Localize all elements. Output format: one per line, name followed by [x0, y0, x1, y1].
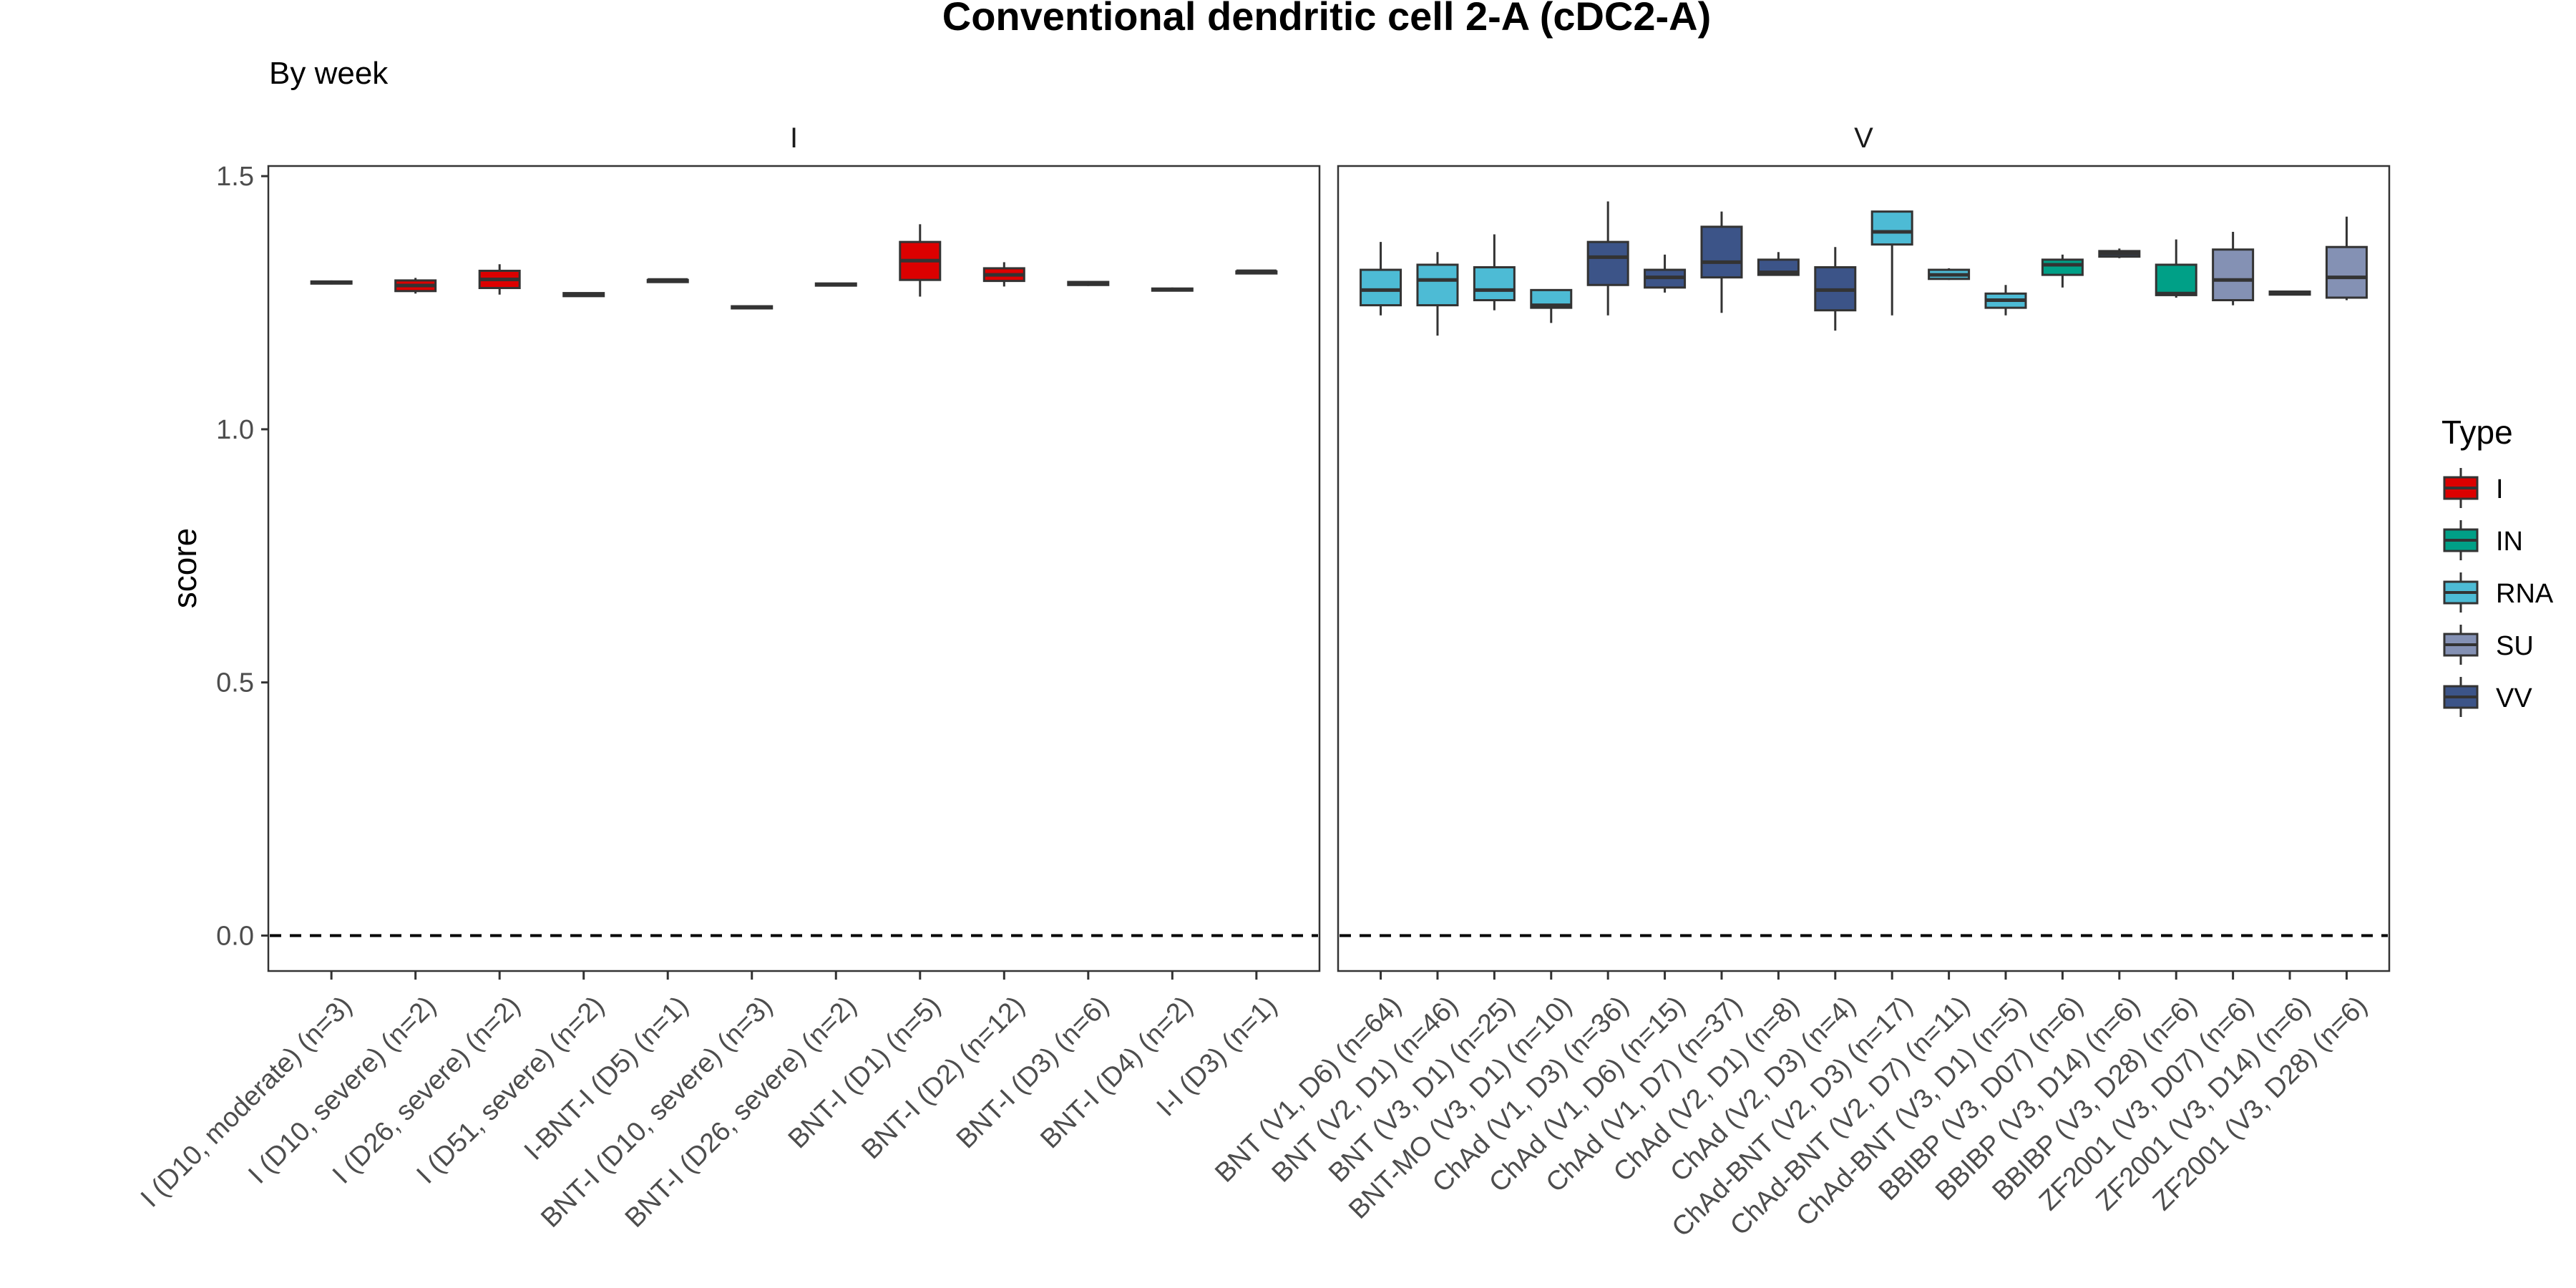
x-tick-label: BNT-I (D4) (n=2)	[1035, 990, 1199, 1154]
x-tick-label: BNT-I (D1) (n=5)	[783, 990, 947, 1154]
y-tick-label: 0.5	[216, 668, 254, 698]
y-tick-label: 1.5	[216, 162, 254, 192]
box-rect	[1870, 210, 1913, 246]
x-tick-label: BNT-I (D3) (n=6)	[951, 990, 1115, 1154]
facet-i: II (D10, moderate) (n=3)I (D10, severe) …	[135, 122, 1321, 1234]
facet-strip-label: V	[1854, 122, 1873, 154]
legend-entry-label: I	[2496, 474, 2504, 504]
legend-title: Type	[2441, 414, 2513, 451]
box-rect	[1360, 268, 1402, 307]
legend-entry: IN	[2443, 520, 2523, 560]
y-tick-label: 0.0	[216, 921, 254, 951]
legend: Type I IN RNA SU VV	[2441, 414, 2554, 717]
legend-entry-label: IN	[2496, 527, 2523, 557]
y-tick-label: 1.0	[216, 415, 254, 445]
box-rect	[1700, 225, 1743, 279]
box-rect	[1473, 266, 1516, 301]
panel-border	[267, 165, 1321, 972]
legend-entry: SU	[2443, 625, 2534, 665]
box-rect	[1416, 263, 1459, 307]
chart-subtitle: By week	[269, 56, 389, 91]
facet-strip-label: I	[790, 122, 798, 154]
box-rect	[2041, 258, 2084, 276]
legend-entry: RNA	[2443, 572, 2554, 613]
box-rect	[1586, 240, 1629, 286]
box-rect	[2325, 245, 2368, 299]
legend-entry-label: SU	[2496, 631, 2534, 661]
legend-entry: I	[2443, 468, 2504, 508]
facets-layer: 0.0 0.5 1.0 1.5II (D10, moderate) (n=3)I (D…	[135, 122, 2391, 1243]
y-axis: 0.0 0.5 1.0 1.5	[216, 162, 268, 951]
legend-entry-label: VV	[2496, 683, 2532, 713]
chart-title: Conventional dendritic cell 2-A (cDC2-A)	[942, 0, 1712, 39]
box-rect	[2212, 248, 2255, 301]
legend-entry: VV	[2443, 677, 2532, 717]
box-rect	[2155, 263, 2197, 296]
y-axis-label: score	[166, 528, 203, 608]
x-tick-label: I-BNT-I (D5) (n=1)	[519, 990, 694, 1166]
x-tick-label: BNT-I (D2) (n=12)	[856, 990, 1030, 1165]
legend-entry-label: RNA	[2496, 579, 2554, 609]
legend-entries: I IN RNA SU VV	[2443, 468, 2554, 717]
